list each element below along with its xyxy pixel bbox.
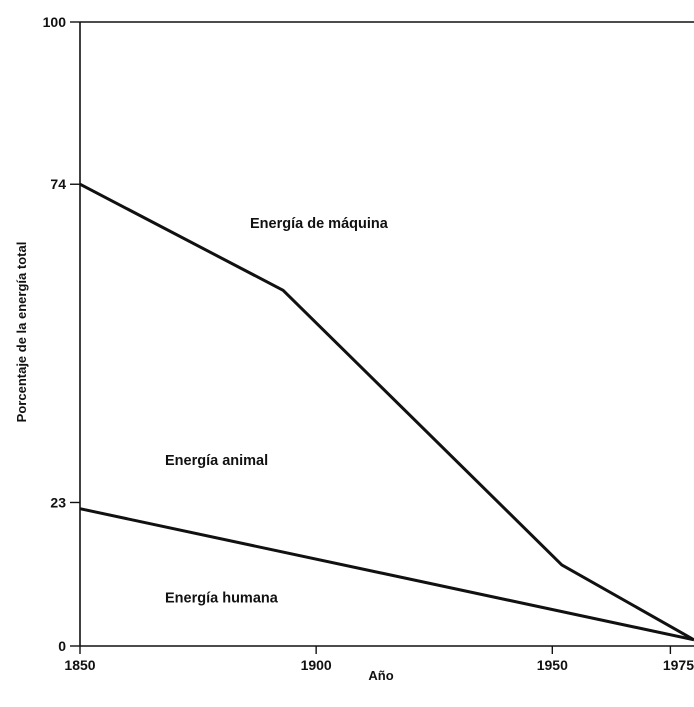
region-label-2: Energía animal — [165, 453, 268, 469]
series-group — [79, 182, 694, 642]
y-axis-ticks: 0 23 74 100 — [43, 14, 80, 654]
y-tick-label: 100 — [43, 14, 67, 30]
series-line-1 — [79, 182, 694, 642]
x-tick-label: 1900 — [301, 657, 332, 673]
x-tick-label: 1950 — [537, 657, 568, 673]
x-axis-ticks: 1850 1900 1950 1975 — [64, 646, 694, 673]
y-tick-label: 0 — [58, 638, 66, 654]
y-axis-label: Porcentaje de la energía total — [14, 242, 29, 423]
x-axis-label: Año — [368, 668, 393, 683]
x-tick-label: 1975 — [663, 657, 694, 673]
plot-frame — [79, 21, 694, 647]
region-label-3: Energía humana — [165, 590, 279, 606]
x-tick-label: 1850 — [64, 657, 95, 673]
y-tick-label: 23 — [50, 494, 66, 510]
y-tick-label: 74 — [50, 176, 66, 192]
region-labels: Energía de máquina Energía animal Energía … — [165, 216, 389, 606]
region-label-1: Energía de máquina — [250, 216, 389, 232]
series-line-2 — [79, 507, 694, 642]
